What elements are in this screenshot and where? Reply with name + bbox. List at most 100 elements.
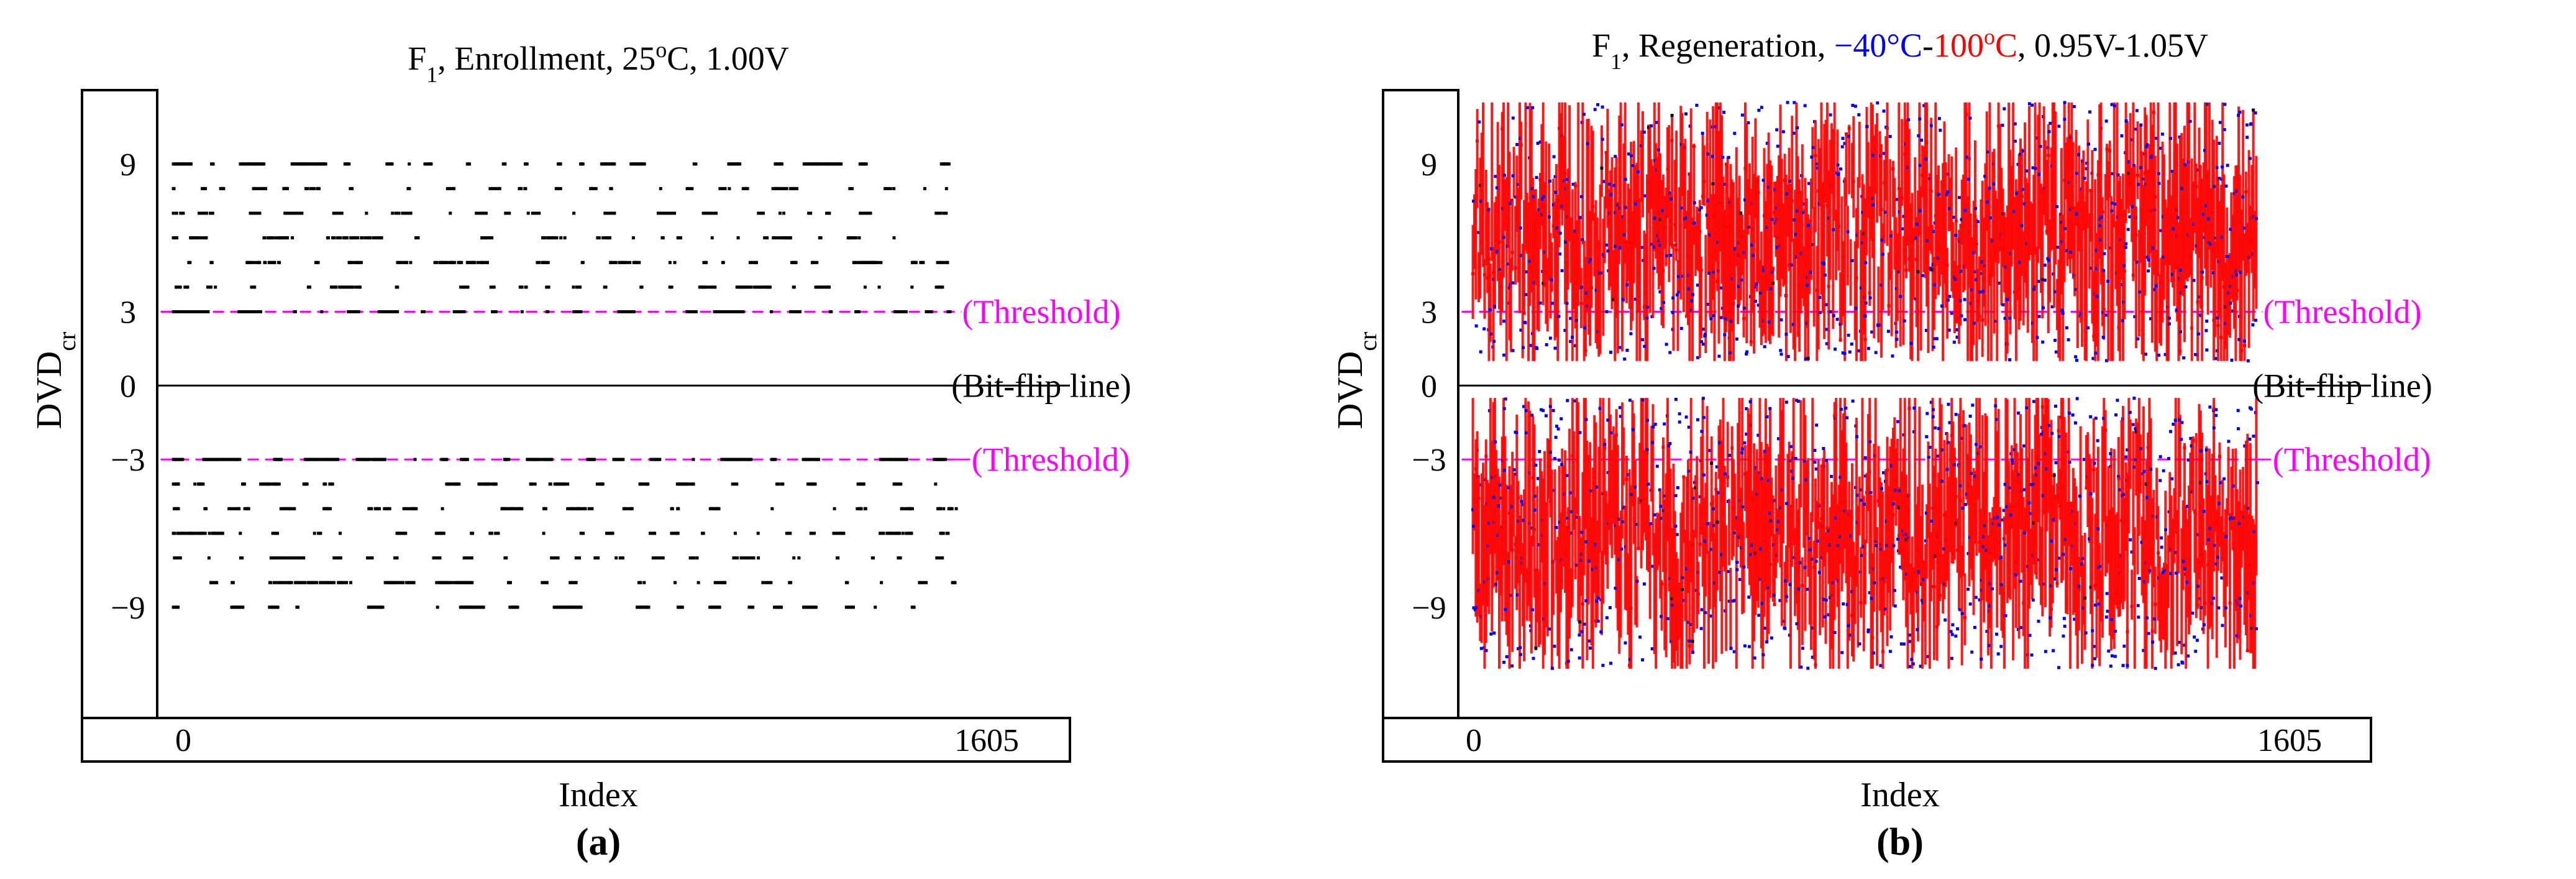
data-point <box>611 260 614 264</box>
data-point <box>250 211 253 215</box>
data-point <box>352 236 355 240</box>
cold-series-point <box>1843 509 1847 513</box>
chart-panel-a: F1, Enrollment, 25oC, 1.00V 930−3−9 (Thr… <box>29 37 1131 863</box>
cold-series-point <box>1668 351 1672 354</box>
hot-series-point <box>1825 526 1829 530</box>
hot-series-point <box>1544 271 1548 275</box>
hot-series-point <box>1522 311 1526 315</box>
hot-series-point <box>1500 127 1504 131</box>
cold-series-point <box>2091 629 2094 633</box>
data-point <box>842 532 846 535</box>
cold-series-point <box>1848 350 1852 354</box>
cold-series-point <box>1895 338 1899 341</box>
cold-series-point <box>1776 528 1779 532</box>
data-point <box>363 236 367 240</box>
cold-series-point <box>1811 626 1814 630</box>
hot-series-point <box>1732 506 1735 510</box>
data-point <box>199 211 203 215</box>
cold-series-point <box>2003 316 2007 320</box>
hot-series-point <box>2146 446 2150 449</box>
cold-series-point <box>1824 598 1828 602</box>
cold-series-point <box>2029 512 2032 515</box>
cold-series-point <box>2063 538 2067 541</box>
cold-series-point <box>1529 344 1533 347</box>
cold-series-point <box>1813 449 1817 452</box>
cold-series-point <box>2126 448 2129 452</box>
data-point <box>356 236 360 240</box>
enrollment-point <box>1681 587 1684 591</box>
data-point <box>205 211 209 215</box>
cold-series-point <box>1494 440 1497 444</box>
cold-series-point <box>1696 283 1699 287</box>
cold-series-point <box>1589 647 1592 650</box>
cold-series-point <box>1978 598 1981 602</box>
data-point <box>748 556 752 559</box>
cold-series-point <box>1871 154 1875 157</box>
hot-series-point <box>1904 268 1908 272</box>
hot-series-point <box>2020 195 2024 198</box>
cold-series-point <box>1618 246 1622 250</box>
cold-series-point <box>1533 509 1537 512</box>
data-point <box>201 532 205 535</box>
cold-series-point <box>1790 263 1794 267</box>
data-point <box>356 260 360 264</box>
data-point <box>338 285 342 289</box>
cold-series-point <box>1647 482 1650 486</box>
cold-series-point <box>1530 413 1534 417</box>
cold-series-point <box>1737 535 1741 539</box>
cold-series-point <box>1735 568 1739 571</box>
cold-series-point <box>1510 505 1514 509</box>
cold-series-point <box>1478 120 1481 124</box>
hot-series-point <box>1997 540 2001 543</box>
cold-series-point <box>1479 350 1482 354</box>
cold-series-point <box>1578 633 1581 637</box>
data-point <box>203 532 207 535</box>
data-point <box>201 482 205 486</box>
data-point <box>566 507 570 510</box>
cold-series-point <box>1848 633 1852 637</box>
hot-series-point <box>2027 211 2031 214</box>
hot-series-point <box>1584 349 1587 352</box>
data-point <box>540 458 544 461</box>
hot-series-point <box>1973 214 1977 218</box>
hot-series-point <box>1476 139 1479 143</box>
cold-series-point <box>1925 239 1929 242</box>
cold-series-point <box>1702 473 1706 477</box>
data-point <box>319 581 323 584</box>
data-point <box>470 581 474 584</box>
hot-series-point <box>1647 181 1650 185</box>
cold-series-point <box>1668 442 1672 445</box>
data-point <box>211 581 214 584</box>
cold-series-point <box>1641 338 1644 341</box>
hot-series-point <box>1691 543 1694 546</box>
cold-series-point <box>1574 318 1578 322</box>
data-point <box>862 211 866 215</box>
data-point <box>810 458 813 461</box>
cold-series-point <box>2063 624 2067 628</box>
enrollment-point <box>1658 218 1662 221</box>
data-point <box>409 260 413 264</box>
data-point <box>752 556 756 559</box>
cold-series-point <box>1554 436 1558 440</box>
data-point <box>673 211 677 215</box>
data-point <box>901 532 905 535</box>
data-point <box>668 260 672 264</box>
cold-series-point <box>1532 656 1535 660</box>
data-point <box>413 458 417 461</box>
enrollment-point <box>1612 298 1615 301</box>
cold-series-point <box>2085 167 2088 170</box>
cold-series-point <box>1651 564 1655 568</box>
cold-series-point <box>1953 275 1957 279</box>
hot-series-point <box>1773 211 1776 214</box>
cold-series-point <box>2009 513 2012 517</box>
data-point <box>809 211 813 215</box>
data-point <box>785 186 788 190</box>
cold-series-point <box>1838 535 1842 538</box>
cold-series-point <box>2048 121 2052 125</box>
enrollment-point <box>1715 520 1719 524</box>
cold-series-point <box>1795 622 1799 625</box>
cold-series-point <box>1925 412 1929 415</box>
hot-series-point <box>2054 495 2057 499</box>
data-point <box>708 285 712 289</box>
hot-series-point <box>1912 237 1916 241</box>
